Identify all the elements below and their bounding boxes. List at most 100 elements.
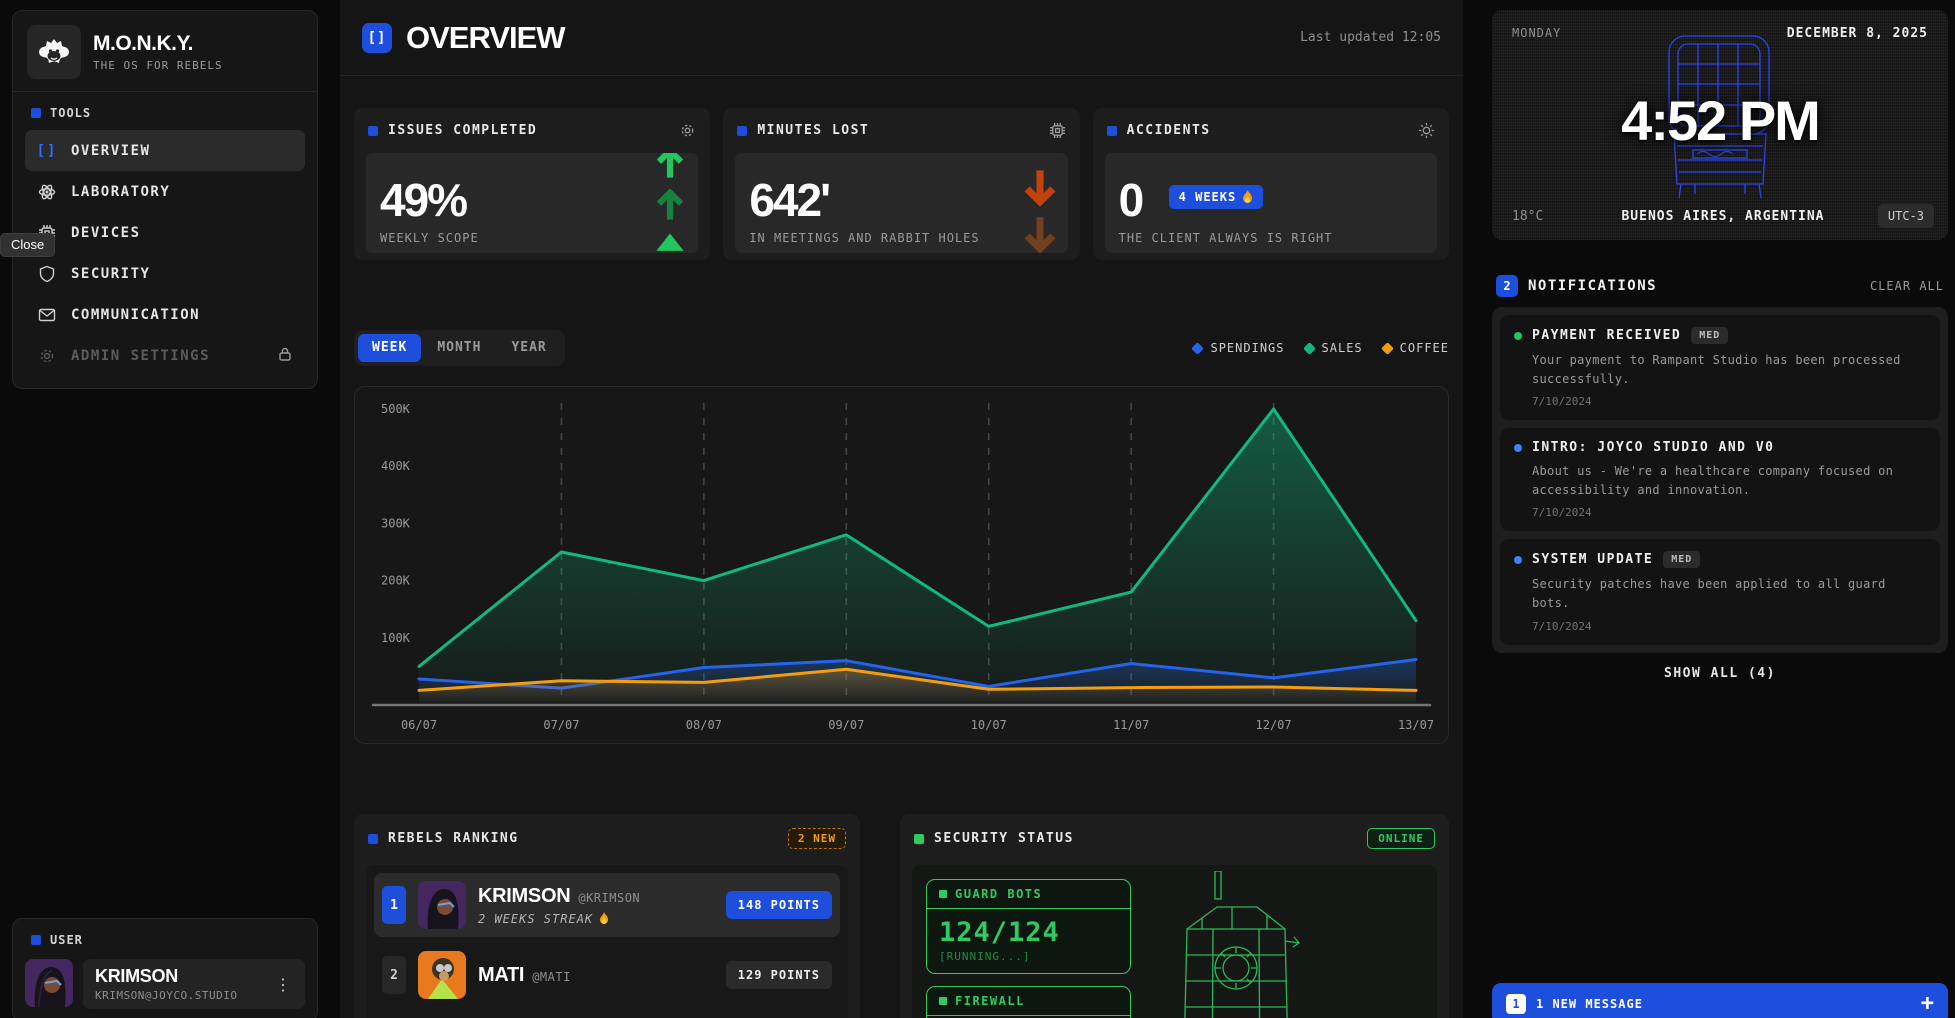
svg-text:12/07: 12/07: [1256, 718, 1292, 732]
priority-tag: MED: [1663, 551, 1701, 569]
ranking-row-krimson[interactable]: 1 KRIMSON @KRIMSON 2 WEEKS STREAK 148 POI…: [374, 873, 840, 937]
svg-text:11/07: 11/07: [1113, 718, 1149, 732]
notification-date: 7/10/2024: [1532, 506, 1592, 520]
plus-icon[interactable]: +: [1920, 991, 1934, 1016]
stat-card-issues-completed: ISSUES COMPLETED 49% WEEKLY SCOPE: [354, 108, 711, 260]
stat-card-minutes-lost: MINUTES LOST 642' IN MEETINGS AND RABBIT…: [723, 108, 1080, 260]
ranking-row-mati[interactable]: 2 MATI @MATI 129 POINTS: [374, 943, 840, 1007]
card-bullet: [368, 833, 378, 844]
clock-time: 4:52 PM: [1621, 89, 1821, 152]
notification-intro-joyco[interactable]: INTRO: JOYCO STUDIO AND V0 About us - We…: [1500, 428, 1940, 532]
rank-name: MATI: [478, 963, 525, 986]
user-name: KRIMSON: [95, 966, 178, 986]
tools-section-label: TOOLS: [25, 102, 305, 130]
mail-icon: [37, 306, 57, 324]
show-all-button[interactable]: SHOW ALL (4): [1664, 665, 1776, 681]
svg-text:09/07: 09/07: [828, 718, 864, 732]
card-bullet: [368, 125, 378, 136]
sidebar-item-devices[interactable]: DEVICES: [25, 212, 305, 253]
new-message-bar[interactable]: 1 1 NEW MESSAGE +: [1492, 983, 1948, 1018]
clock-date: DECEMBER 8, 2025: [1786, 26, 1928, 41]
firewall-panel: FIREWALL 99.9%: [926, 986, 1131, 1018]
security-content: GUARD BOTS 124/124 [RUNNING...] FIREWALL…: [912, 865, 1437, 1018]
section-bullet: [31, 108, 41, 118]
notification-title: INTRO: JOYCO STUDIO AND V0: [1532, 440, 1775, 456]
notification-date: 7/10/2024: [1532, 395, 1592, 409]
legend-spendings[interactable]: SPENDINGS: [1191, 341, 1284, 355]
notifications-title: NOTIFICATIONS: [1528, 278, 1658, 294]
spendings-sales-coffee-chart: 500K 400K 300K 200K 100K 06/07 07/07 08/07 09/07…: [354, 386, 1449, 744]
svg-text:300K: 300K: [381, 516, 411, 530]
user-card: USER KRIMSON KRIMSON@JOYCO.STUDIO ⋮: [12, 918, 318, 1018]
stat-caption: THE CLIENT ALWAYS IS RIGHT: [1118, 231, 1333, 245]
svg-text:07/07: 07/07: [543, 718, 579, 732]
diamond-icon: [1191, 341, 1205, 355]
stat-label: ISSUES COMPLETED: [388, 123, 538, 138]
user-email: KRIMSON@JOYCO.STUDIO: [95, 989, 238, 1002]
legend-coffee[interactable]: COFFEE: [1380, 341, 1449, 355]
down-trend-arrows: [1022, 169, 1058, 253]
timezone-chip: UTC-3: [1877, 204, 1934, 228]
status-dot: [1514, 555, 1522, 564]
app-logo: M.O.N.K.Y. THE OS FOR REBELS: [25, 23, 305, 91]
rebels-ranking-card: REBELS RANKING 2 NEW 1 KRIMSON @KRIMSON 2…: [354, 814, 860, 1018]
chip-icon[interactable]: [1049, 122, 1066, 139]
card-bullet: [914, 833, 924, 844]
sidebar-item-laboratory[interactable]: LABORATORY: [25, 171, 305, 212]
svg-text:13/07: 13/07: [1398, 718, 1434, 732]
notification-date: 7/10/2024: [1532, 619, 1592, 633]
main-header: [] OVERVIEW Last updated 12:05: [340, 0, 1463, 76]
status-dot: [1514, 443, 1522, 452]
sidebar-item-overview[interactable]: [] OVERVIEW: [25, 130, 305, 171]
rank-handle: @MATI: [532, 969, 571, 984]
security-title: SECURITY STATUS: [934, 831, 1074, 846]
stat-value: 49%: [380, 174, 468, 226]
sidebar-item-security[interactable]: SECURITY: [25, 253, 305, 294]
sun-settings-icon[interactable]: [1418, 122, 1435, 139]
sidebar-item-communication[interactable]: COMMUNICATION: [25, 294, 305, 335]
notification-payment-received[interactable]: PAYMENT RECEIVED MED Your payment to Ram…: [1500, 315, 1940, 421]
rank-avatar: [418, 951, 466, 999]
message-text: 1 NEW MESSAGE: [1536, 997, 1643, 1011]
legend-sales[interactable]: SALES: [1302, 341, 1363, 355]
clock-widget: MONDAY DECEMBER 8, 2025 4:52 PM 18°C BUE…: [1492, 10, 1948, 240]
page-title: OVERVIEW: [406, 19, 566, 55]
rank-avatar: [418, 881, 466, 929]
svg-text:100K: 100K: [381, 631, 411, 645]
stat-caption: IN MEETINGS AND RABBIT HOLES: [749, 231, 980, 245]
overview-brackets-icon: []: [362, 22, 392, 53]
notifications-list: PAYMENT RECEIVED MED Your payment to Ram…: [1492, 307, 1948, 653]
notifications-section: 2 NOTIFICATIONS CLEAR ALL PAYMENT RECEIV…: [1492, 275, 1948, 687]
close-tooltip: Close: [0, 233, 56, 257]
ranking-row-rek[interactable]: 3 REK 108 POINTS: [374, 1013, 840, 1018]
priority-tag: MED: [1691, 327, 1729, 344]
tab-week[interactable]: WEEK: [358, 334, 422, 362]
notification-system-update[interactable]: SYSTEM UPDATE MED Security patches have …: [1500, 539, 1940, 645]
tab-year[interactable]: YEAR: [511, 340, 547, 355]
panel-bullet: [939, 890, 947, 898]
sidebar-item-admin-settings[interactable]: ADMIN SETTINGS: [25, 335, 305, 376]
stat-card-accidents: ACCIDENTS 0 4 WEEKS THE CLIENT ALWAYS IS…: [1092, 108, 1449, 260]
tab-month[interactable]: MONTH: [437, 340, 482, 355]
card-bullet: [737, 125, 748, 136]
status-dot: [1514, 331, 1522, 340]
section-bullet: [31, 935, 41, 945]
svg-text:400K: 400K: [381, 459, 411, 473]
card-bullet: [1106, 125, 1117, 136]
points-badge: 129 POINTS: [725, 961, 832, 989]
svg-text:06/07: 06/07: [401, 718, 437, 732]
clear-all-button[interactable]: CLEAR ALL: [1869, 279, 1944, 293]
diamond-icon: [1302, 341, 1316, 355]
user-avatar: [25, 959, 73, 1007]
flame-icon: [1243, 190, 1253, 203]
app-title: M.O.N.K.Y.: [93, 32, 194, 55]
notification-count-badge: 2: [1496, 275, 1518, 297]
rank-badge: 2: [382, 956, 406, 994]
main-panel: [] OVERVIEW Last updated 12:05 ISSUES CO…: [340, 0, 1463, 1018]
rank-name: KRIMSON: [478, 884, 571, 907]
message-count-badge: 1: [1506, 994, 1526, 1014]
gear-icon[interactable]: [679, 122, 696, 139]
flame-icon: [600, 912, 609, 924]
sidebar: M.O.N.K.Y. THE OS FOR REBELS TOOLS [] OV…: [12, 10, 318, 389]
user-menu-kebab-icon[interactable]: ⋮: [275, 974, 291, 994]
